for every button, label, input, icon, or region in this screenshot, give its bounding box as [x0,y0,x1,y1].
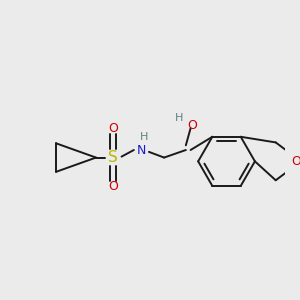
Text: O: O [108,122,118,135]
Text: O: O [292,155,300,168]
Text: O: O [108,180,118,194]
Text: O: O [188,119,197,132]
Text: N: N [137,143,146,157]
Text: H: H [140,132,148,142]
Text: S: S [108,150,118,165]
Text: H: H [175,113,183,123]
